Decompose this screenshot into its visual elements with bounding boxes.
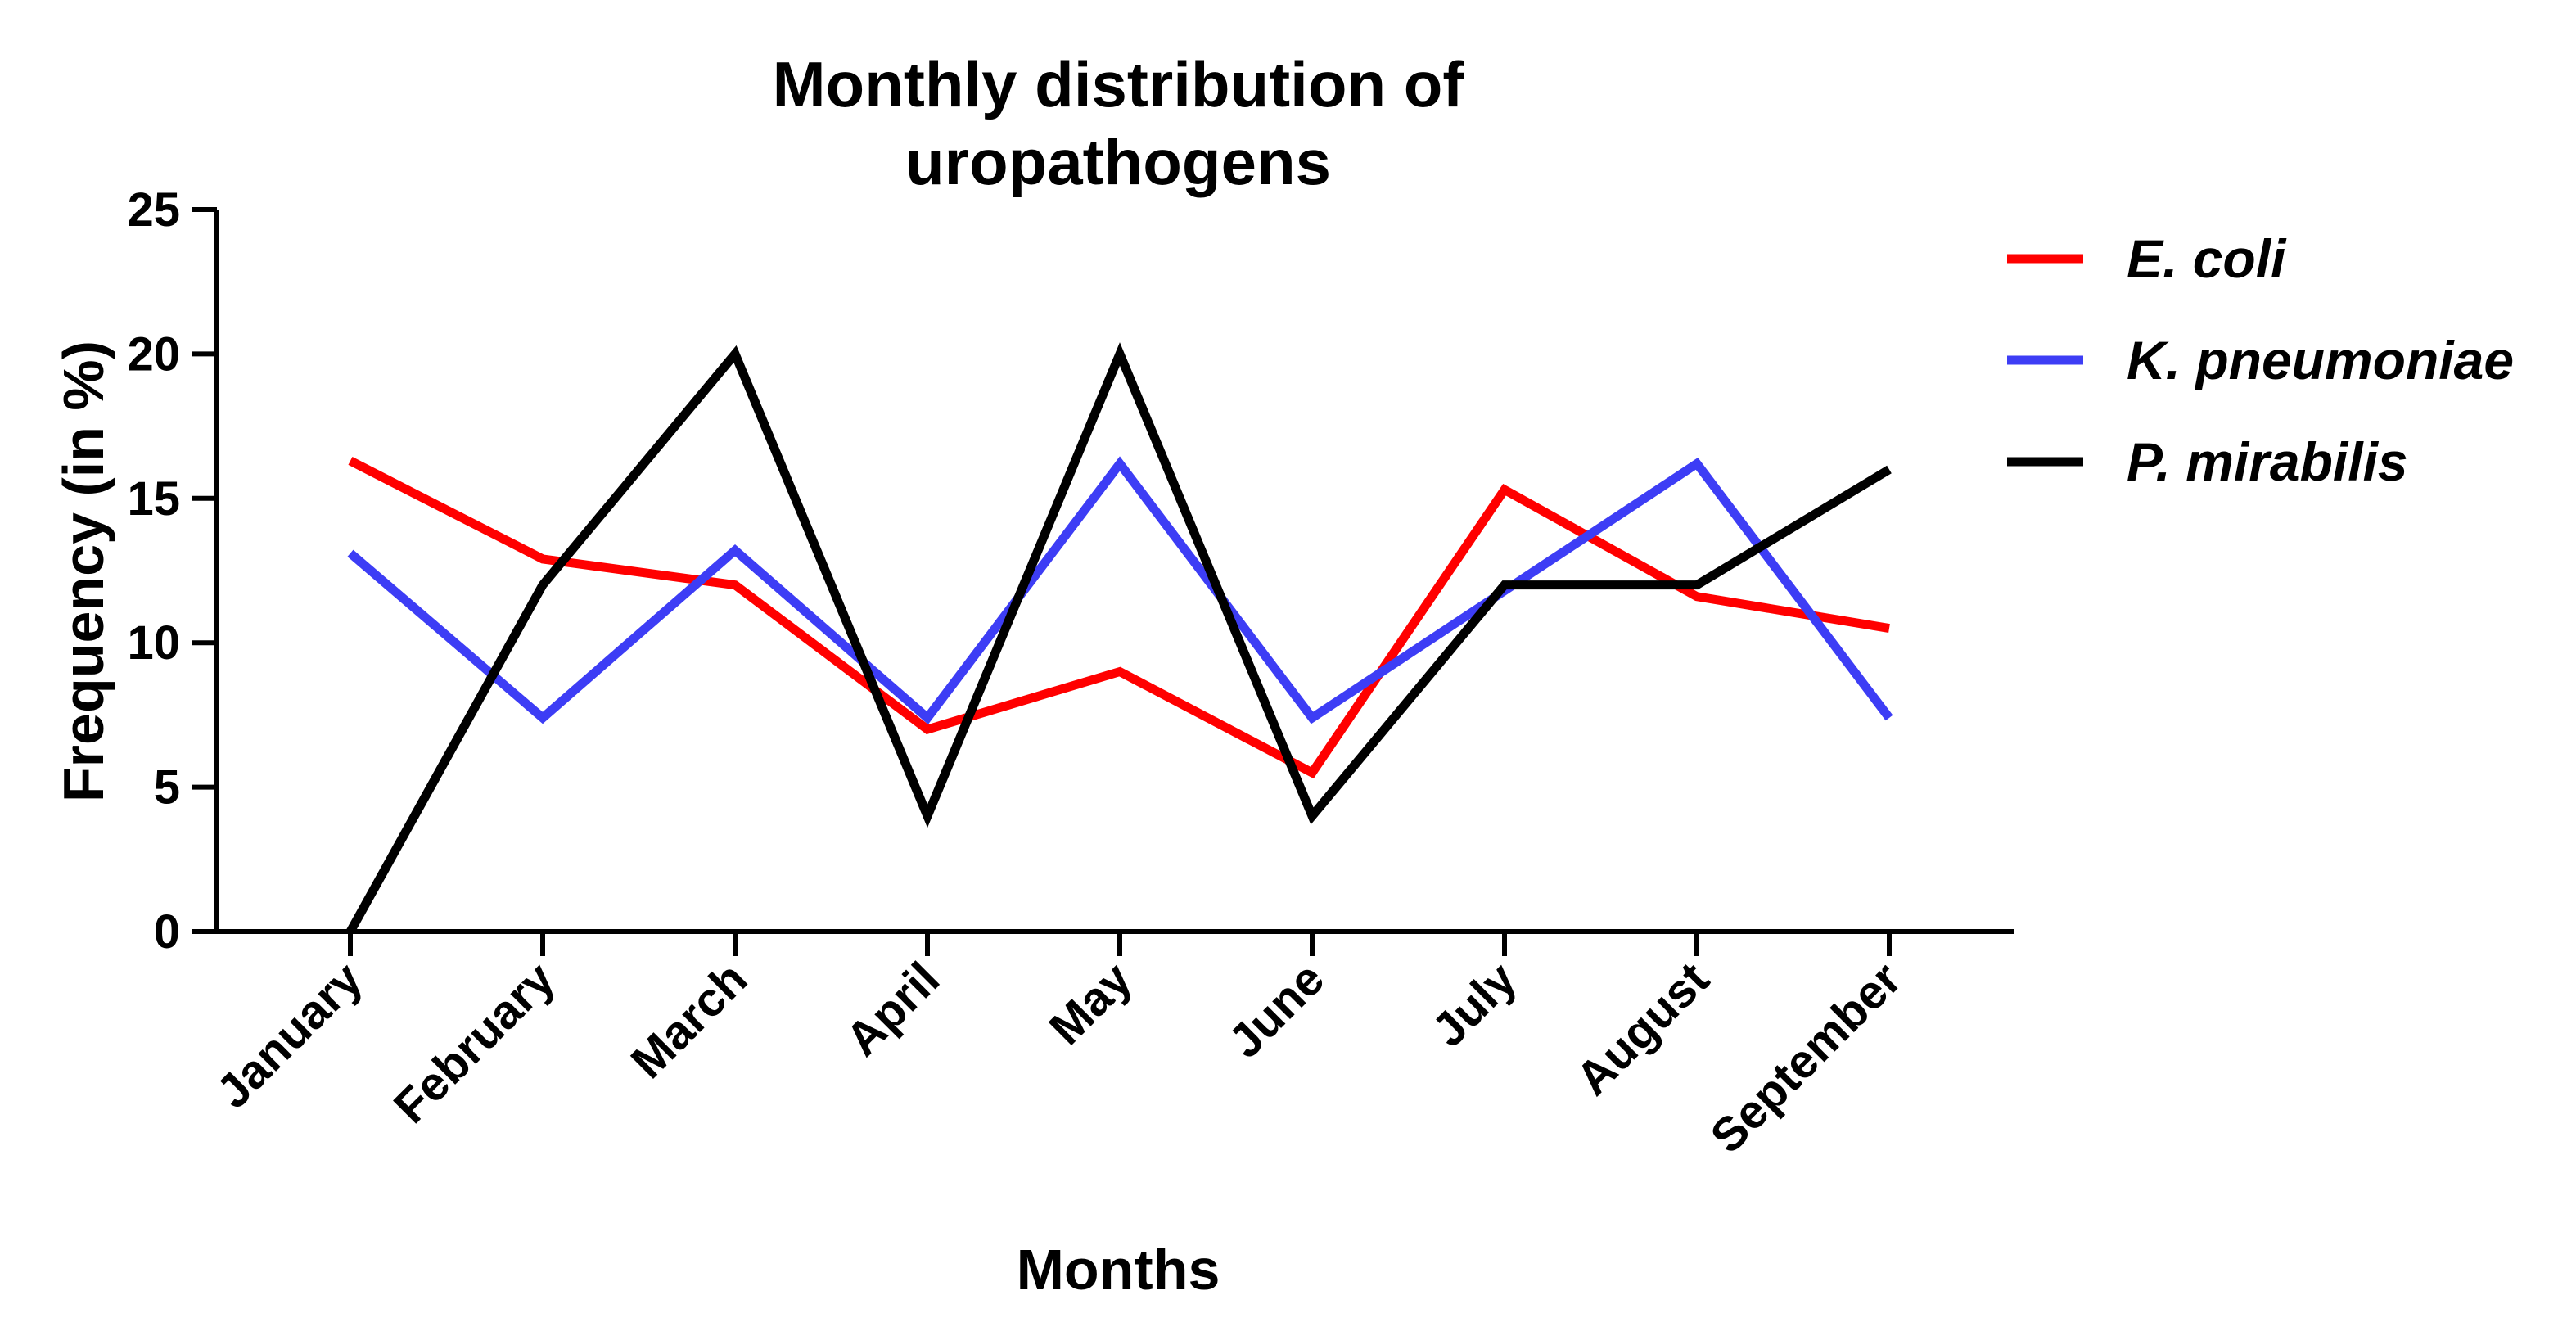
x-tick-label: April: [836, 952, 950, 1066]
chart-title: Monthly distribution of uropathogens: [773, 48, 1465, 198]
x-tick-label: August: [1566, 952, 1719, 1105]
y-axis-ticks: 0 5 10 15 20 25: [127, 183, 217, 959]
chart-title-line-1: Monthly distribution of: [773, 48, 1465, 120]
y-tick-label: 0: [154, 905, 180, 959]
x-tick-label: September: [1700, 952, 1911, 1163]
legend: E. coli K. pneumoniae P. mirabilis: [2007, 228, 2514, 492]
series-lines: [346, 342, 1893, 934]
series-line-2: [347, 456, 1893, 724]
x-tick-label: February: [384, 952, 565, 1133]
x-tick-label: July: [1422, 952, 1527, 1057]
x-tick-label: March: [620, 952, 757, 1089]
y-tick-label: 15: [127, 472, 180, 526]
y-tick-label: 20: [127, 327, 180, 381]
y-tick-label: 10: [127, 616, 180, 670]
x-tick-label: January: [206, 952, 372, 1118]
legend-label: P. mirabilis: [2127, 431, 2408, 492]
x-axis-title: Months: [1017, 1238, 1220, 1302]
series-line-1: [348, 457, 1890, 779]
x-tick-label: May: [1039, 952, 1142, 1055]
legend-label: E. coli: [2127, 228, 2287, 289]
series-line-3: [346, 342, 1892, 934]
x-axis-ticks: January February March April May June July Augu…: [206, 932, 1911, 1163]
x-tick-label: June: [1219, 952, 1335, 1068]
chart-title-line-2: uropathogens: [905, 126, 1331, 198]
y-tick-label: 25: [127, 183, 180, 237]
legend-label: K. pneumoniae: [2127, 330, 2514, 390]
y-axis-title: Frequency (in %): [52, 341, 115, 802]
y-tick-label: 5: [154, 761, 180, 814]
axes: [214, 210, 2014, 934]
